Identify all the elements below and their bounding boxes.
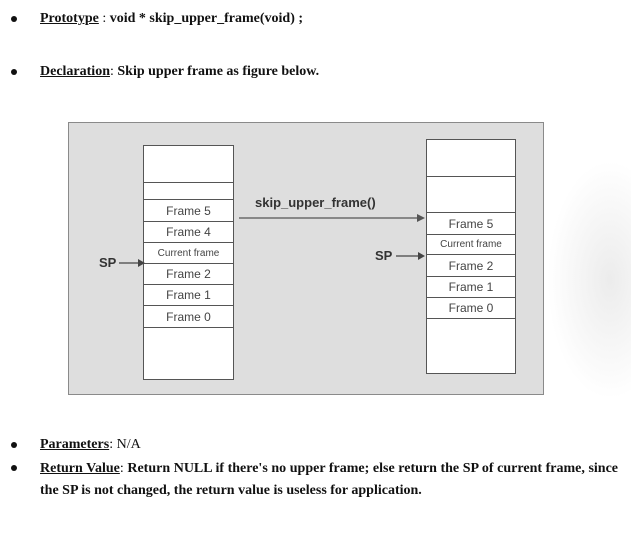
left-frame-cell: Frame 5 xyxy=(144,200,233,222)
parameters-text: N/A xyxy=(116,437,141,452)
declaration-sep: : xyxy=(109,64,118,79)
left-frame-cell: Frame 1 xyxy=(144,285,233,306)
left-stack: Frame 5 Frame 4 Current frame Frame 2 Fr… xyxy=(143,145,234,380)
watermark-seal xyxy=(547,160,631,400)
prototype-label: Prototype xyxy=(40,11,99,26)
declaration-text: Skip upper frame as figure below. xyxy=(117,64,320,79)
declaration-label: Declaration xyxy=(40,64,110,79)
right-stack: Frame 5 Current frame Frame 2 Frame 1 Fr… xyxy=(426,139,516,374)
bullet xyxy=(11,442,17,448)
function-arrow-head xyxy=(417,214,425,222)
left-sp-arrow-head xyxy=(138,259,145,267)
bullet xyxy=(11,69,17,75)
parameters-label: Parameters xyxy=(40,437,110,452)
return-value-paragraph: Return Value: Return NULL if there's no … xyxy=(40,458,618,502)
right-empty-cell xyxy=(427,140,515,177)
parameters-sep: : xyxy=(109,437,117,452)
return-value-sep: : xyxy=(119,461,128,476)
right-frame-cell: Frame 5 xyxy=(427,213,515,235)
right-empty-cell xyxy=(427,177,515,213)
left-empty-cell xyxy=(144,183,233,200)
function-label: skip_upper_frame() xyxy=(255,195,376,210)
arrows-layer xyxy=(119,214,425,267)
declaration-line: Declaration: Skip upper frame as figure … xyxy=(40,63,319,81)
parameters-line: Parameters: N/A xyxy=(40,436,141,454)
right-current-frame-cell: Current frame xyxy=(427,235,515,255)
bullet xyxy=(11,16,17,22)
stack-frame-figure: Frame 5 Frame 4 Current frame Frame 2 Fr… xyxy=(68,122,544,395)
prototype-line: Prototype : void * skip_upper_frame(void… xyxy=(40,10,303,28)
right-frame-cell: Frame 2 xyxy=(427,255,515,277)
right-frame-cell: Frame 0 xyxy=(427,298,515,319)
prototype-sep: : xyxy=(98,11,110,26)
bullet xyxy=(11,465,17,471)
left-sp-label: SP xyxy=(99,255,117,270)
right-frame-cell: Frame 1 xyxy=(427,277,515,298)
right-sp-label: SP xyxy=(375,248,393,263)
prototype-signature: void * skip_upper_frame(void) ; xyxy=(109,11,304,26)
left-frame-cell: Frame 2 xyxy=(144,264,233,285)
return-value-text: Return NULL if there's no upper frame; e… xyxy=(40,461,619,498)
left-frame-cell: Frame 0 xyxy=(144,306,233,328)
return-value-label: Return Value xyxy=(40,461,120,476)
left-empty-cell xyxy=(144,146,233,183)
left-frame-cell: Frame 4 xyxy=(144,222,233,243)
left-current-frame-cell: Current frame xyxy=(144,243,233,264)
right-sp-arrow-head xyxy=(418,252,425,260)
